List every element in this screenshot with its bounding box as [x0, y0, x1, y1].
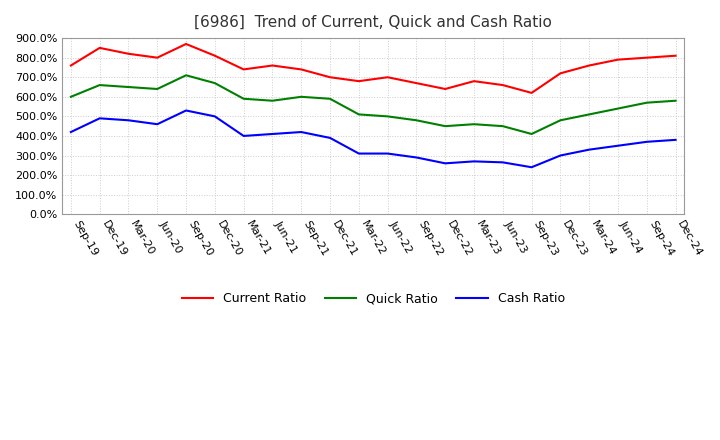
Current Ratio — [527, 90, 536, 95]
Current Ratio — [325, 75, 334, 80]
Current Ratio — [297, 67, 305, 72]
Line: Cash Ratio: Cash Ratio — [71, 110, 675, 167]
Cash Ratio — [153, 121, 161, 127]
Current Ratio — [642, 55, 651, 60]
Quick Ratio — [124, 84, 132, 90]
Current Ratio — [124, 51, 132, 56]
Cash Ratio — [95, 116, 104, 121]
Current Ratio — [95, 45, 104, 51]
Current Ratio — [66, 63, 75, 68]
Cash Ratio — [325, 135, 334, 140]
Current Ratio — [585, 63, 593, 68]
Current Ratio — [671, 53, 680, 59]
Cash Ratio — [498, 160, 507, 165]
Cash Ratio — [469, 159, 478, 164]
Line: Current Ratio: Current Ratio — [71, 44, 675, 93]
Cash Ratio — [354, 151, 363, 156]
Quick Ratio — [412, 117, 420, 123]
Cash Ratio — [297, 129, 305, 135]
Quick Ratio — [325, 96, 334, 101]
Legend: Current Ratio, Quick Ratio, Cash Ratio: Current Ratio, Quick Ratio, Cash Ratio — [176, 287, 570, 310]
Quick Ratio — [66, 94, 75, 99]
Current Ratio — [354, 78, 363, 84]
Cash Ratio — [412, 155, 420, 160]
Cash Ratio — [527, 165, 536, 170]
Cash Ratio — [66, 129, 75, 135]
Quick Ratio — [498, 124, 507, 129]
Quick Ratio — [239, 96, 248, 101]
Quick Ratio — [585, 112, 593, 117]
Quick Ratio — [441, 124, 449, 129]
Line: Quick Ratio: Quick Ratio — [71, 75, 675, 134]
Current Ratio — [412, 81, 420, 86]
Title: [6986]  Trend of Current, Quick and Cash Ratio: [6986] Trend of Current, Quick and Cash … — [194, 15, 552, 30]
Current Ratio — [441, 86, 449, 92]
Quick Ratio — [671, 98, 680, 103]
Quick Ratio — [210, 81, 219, 86]
Current Ratio — [210, 53, 219, 59]
Quick Ratio — [181, 73, 190, 78]
Quick Ratio — [613, 106, 622, 111]
Cash Ratio — [210, 114, 219, 119]
Quick Ratio — [469, 121, 478, 127]
Cash Ratio — [671, 137, 680, 143]
Quick Ratio — [153, 86, 161, 92]
Cash Ratio — [613, 143, 622, 148]
Current Ratio — [239, 67, 248, 72]
Current Ratio — [613, 57, 622, 62]
Cash Ratio — [268, 132, 276, 137]
Current Ratio — [383, 75, 392, 80]
Cash Ratio — [585, 147, 593, 152]
Cash Ratio — [124, 117, 132, 123]
Current Ratio — [498, 82, 507, 88]
Quick Ratio — [95, 82, 104, 88]
Quick Ratio — [383, 114, 392, 119]
Cash Ratio — [556, 153, 564, 158]
Current Ratio — [556, 71, 564, 76]
Current Ratio — [153, 55, 161, 60]
Current Ratio — [181, 41, 190, 47]
Cash Ratio — [642, 139, 651, 144]
Quick Ratio — [297, 94, 305, 99]
Cash Ratio — [441, 161, 449, 166]
Cash Ratio — [181, 108, 190, 113]
Current Ratio — [469, 78, 478, 84]
Quick Ratio — [556, 117, 564, 123]
Quick Ratio — [527, 132, 536, 137]
Cash Ratio — [383, 151, 392, 156]
Current Ratio — [268, 63, 276, 68]
Cash Ratio — [239, 133, 248, 139]
Quick Ratio — [642, 100, 651, 105]
Quick Ratio — [268, 98, 276, 103]
Quick Ratio — [354, 112, 363, 117]
